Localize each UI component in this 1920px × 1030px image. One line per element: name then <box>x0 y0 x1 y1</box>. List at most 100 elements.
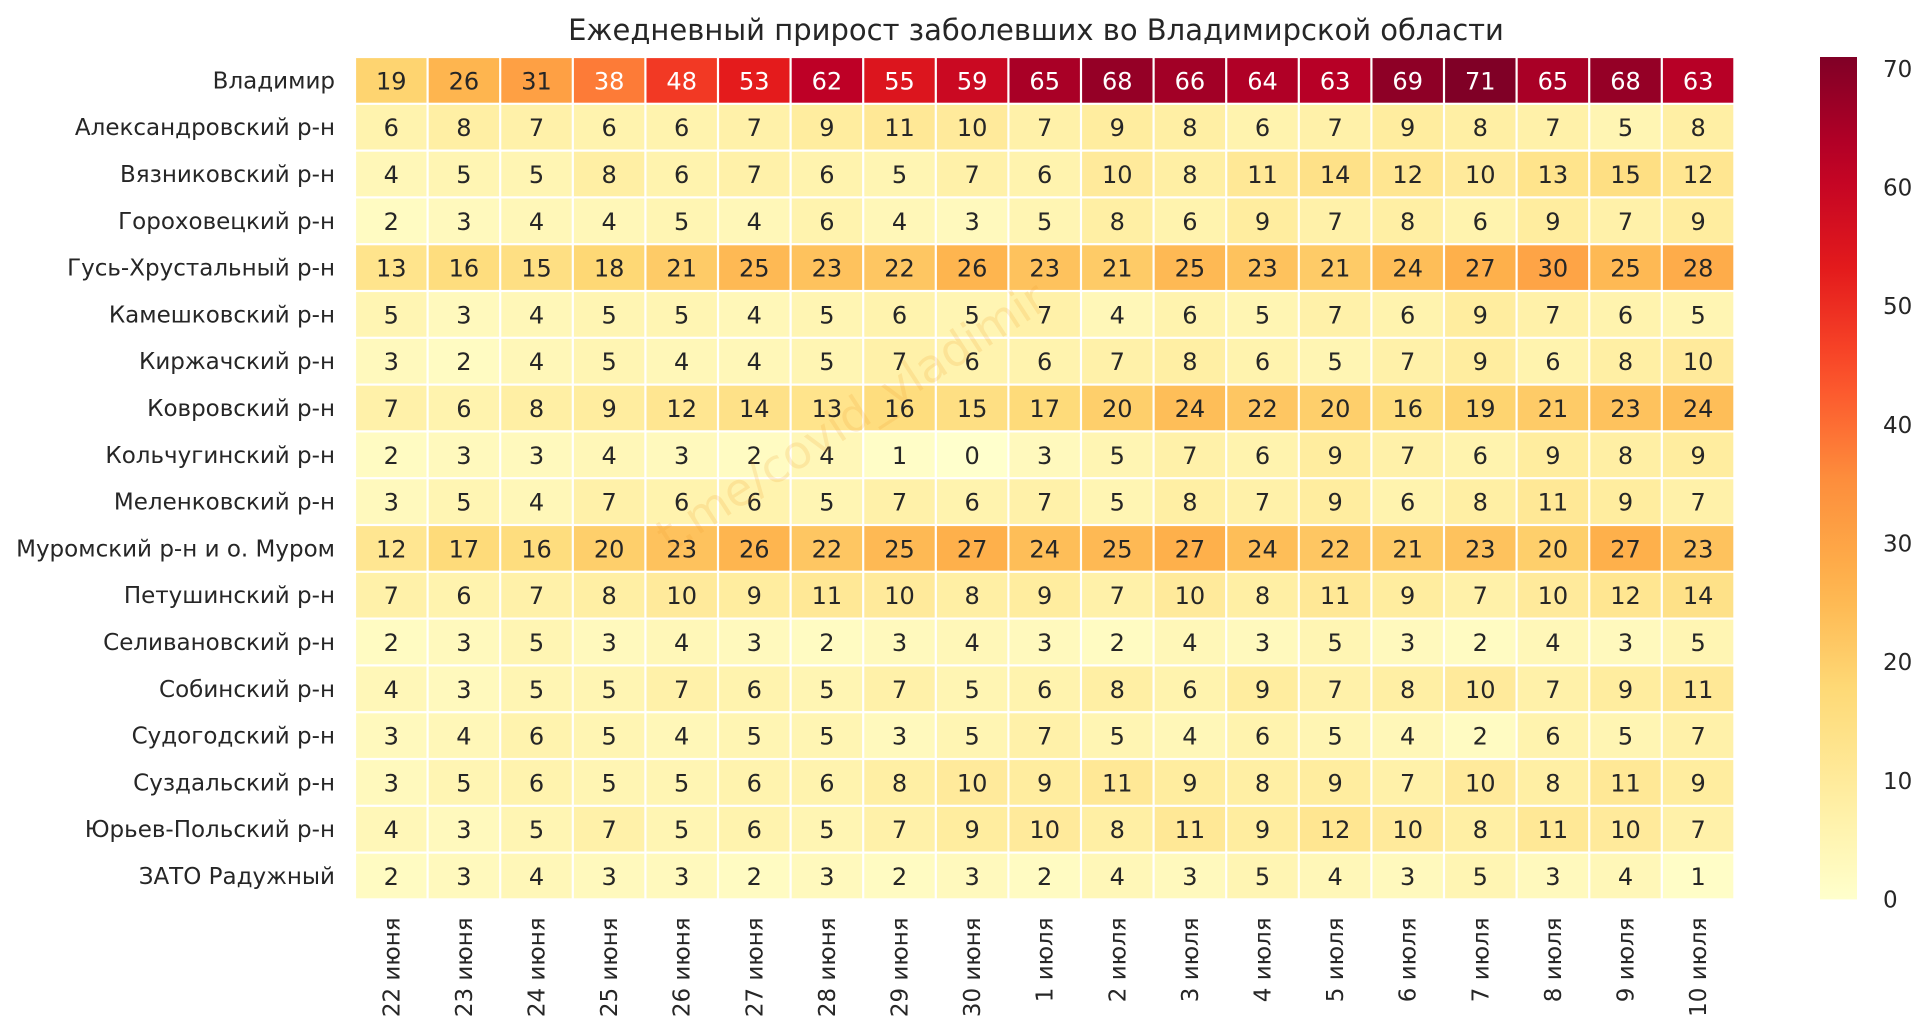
cell-value-label: 5 <box>1110 489 1125 517</box>
heatmap-cell <box>936 198 1008 244</box>
cell-value-label: 9 <box>1037 582 1052 610</box>
heatmap-cell <box>428 853 500 899</box>
cell-value-label: 2 <box>1473 629 1488 657</box>
cell-value-label: 4 <box>1327 863 1342 891</box>
cell-value-label: 6 <box>747 489 762 517</box>
cell-value-label: 5 <box>601 348 616 376</box>
cell-value-label: 68 <box>1102 67 1133 95</box>
cell-value-label: 6 <box>1473 442 1488 470</box>
cell-value-label: 7 <box>1545 676 1560 704</box>
column-label: 23 июня <box>452 917 478 1017</box>
heatmap-cell <box>428 245 500 290</box>
cell-value-label: 7 <box>964 161 979 189</box>
heatmap-cell <box>573 385 645 431</box>
heatmap-cell <box>1082 104 1153 150</box>
heatmap-cell <box>1299 432 1371 478</box>
heatmap-cell <box>936 572 1008 618</box>
heatmap-cell <box>1082 526 1153 571</box>
heatmap-cell <box>646 245 717 290</box>
heatmap-cell <box>573 104 645 150</box>
cell-value-label: 10 <box>957 114 988 142</box>
heatmap-cell <box>791 666 863 712</box>
cell-value-label: 6 <box>964 348 979 376</box>
heatmap-cell <box>428 58 500 103</box>
heatmap-cell <box>864 245 935 290</box>
cell-value-label: 8 <box>1473 489 1488 517</box>
heatmap-cell <box>1372 666 1443 712</box>
cell-value-label: 4 <box>529 208 544 236</box>
cell-value-label: 7 <box>1690 489 1705 517</box>
cell-value-label: 22 <box>884 255 915 283</box>
column-label: 5 июля <box>1323 917 1349 1002</box>
cell-value-label: 7 <box>892 489 907 517</box>
heatmap-cell <box>791 760 863 805</box>
heatmap-cell <box>1009 245 1080 290</box>
heatmap-cell <box>1517 198 1589 244</box>
cell-value-label: 5 <box>529 816 544 844</box>
cell-value-label: 5 <box>819 489 834 517</box>
heatmap-cell <box>1662 619 1734 665</box>
cell-value-label: 10 <box>1029 816 1060 844</box>
colorbar-gradient <box>1820 57 1857 900</box>
cell-value-label: 6 <box>1037 348 1052 376</box>
heatmap-cell <box>1227 526 1298 571</box>
cell-value-label: 25 <box>1102 535 1133 563</box>
heatmap-cell <box>356 245 427 290</box>
heatmap-cell <box>1517 58 1589 103</box>
cell-value-label: 5 <box>529 676 544 704</box>
cell-value-label: 7 <box>1037 489 1052 517</box>
heatmap-cell <box>1154 760 1226 805</box>
cell-value-label: 7 <box>1327 208 1342 236</box>
heatmap-cell <box>1662 292 1734 337</box>
heatmap-cell <box>646 432 717 478</box>
cell-value-label: 23 <box>1465 535 1496 563</box>
cell-value-label: 7 <box>1037 723 1052 751</box>
cell-value-label: 4 <box>747 348 762 376</box>
cell-value-label: 25 <box>884 535 915 563</box>
cell-value-label: 4 <box>384 676 399 704</box>
cell-value-label: 7 <box>1110 348 1125 376</box>
heatmap-cell <box>1082 338 1153 384</box>
heatmap-cell <box>719 151 790 197</box>
cell-value-label: 8 <box>1255 582 1270 610</box>
cell-value-label: 10 <box>1175 582 1206 610</box>
heatmap-cell <box>936 385 1008 431</box>
heatmap-cell <box>719 385 790 431</box>
column-label: 7 июля <box>1468 917 1494 1002</box>
heatmap-cell <box>1009 104 1080 150</box>
cell-value-label: 6 <box>529 723 544 751</box>
cell-value-label: 2 <box>1110 629 1125 657</box>
row-label: Селивановский р-н <box>103 630 335 656</box>
cell-value-label: 20 <box>1102 395 1133 423</box>
heatmap-cell <box>501 58 572 103</box>
heatmap-cell <box>1009 853 1080 899</box>
cell-value-label: 8 <box>1110 816 1125 844</box>
cell-value-label: 6 <box>1618 301 1633 329</box>
heatmap-cell <box>936 526 1008 571</box>
heatmap-cell <box>1154 572 1226 618</box>
cell-value-label: 9 <box>601 395 616 423</box>
cell-value-label: 3 <box>1400 629 1415 657</box>
cell-value-label: 9 <box>1545 208 1560 236</box>
cell-value-label: 9 <box>819 114 834 142</box>
cell-value-label: 9 <box>1037 769 1052 797</box>
heatmap-cell <box>864 666 935 712</box>
cell-value-label: 3 <box>456 442 471 470</box>
cell-value-label: 5 <box>1618 723 1633 751</box>
cell-value-label: 7 <box>1037 301 1052 329</box>
heatmap-cell <box>646 104 717 150</box>
cell-value-label: 4 <box>674 348 689 376</box>
cell-value-label: 19 <box>376 67 407 95</box>
colorbar-tick-label: 30 <box>1883 531 1912 557</box>
column-label: 1 июля <box>1033 917 1059 1002</box>
heatmap-cell <box>573 245 645 290</box>
cell-value-label: 9 <box>1327 489 1342 517</box>
row-label: Муромский р-н и о. Муром <box>16 536 335 562</box>
heatmap-cell <box>646 338 717 384</box>
cell-value-label: 6 <box>747 676 762 704</box>
cell-value-label: 5 <box>601 676 616 704</box>
cell-value-label: 10 <box>1102 161 1133 189</box>
heatmap-cell <box>1082 151 1153 197</box>
cell-value-label: 6 <box>892 301 907 329</box>
row-label: Меленковский р-н <box>114 490 335 516</box>
